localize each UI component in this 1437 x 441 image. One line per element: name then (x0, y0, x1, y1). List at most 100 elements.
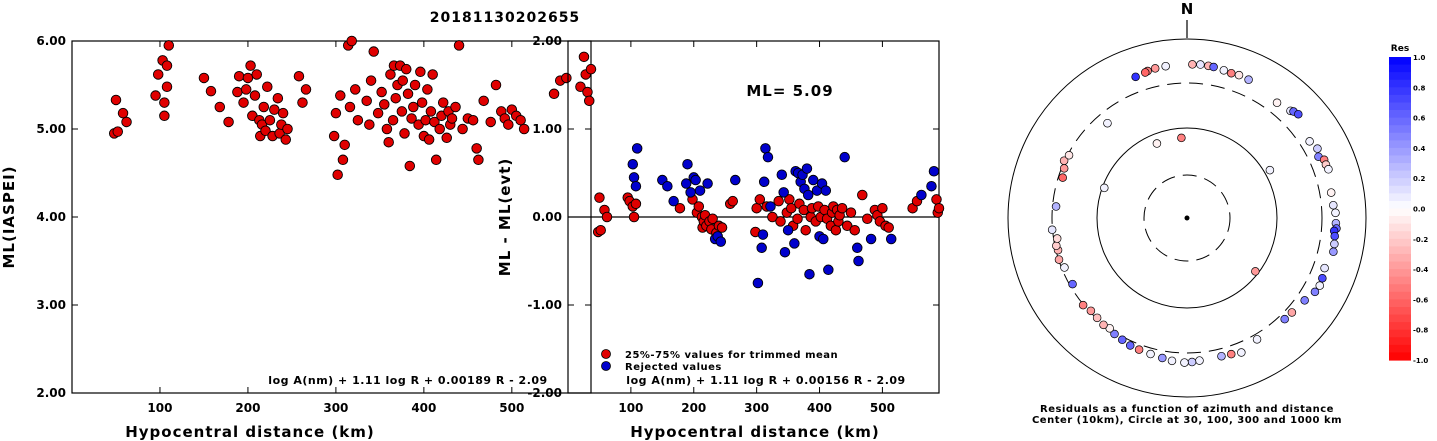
data-point (628, 211, 640, 223)
data-point (752, 277, 764, 289)
data-point (260, 125, 271, 137)
colorbar-cell (1389, 223, 1411, 232)
colorbar-cell (1389, 147, 1411, 157)
data-point (756, 242, 767, 254)
data-point (760, 143, 771, 154)
station-marker (1324, 165, 1333, 174)
data-point (561, 72, 572, 84)
station-marker (1059, 156, 1069, 165)
data-point (730, 174, 741, 186)
station-marker (1054, 255, 1064, 264)
station-marker (1313, 144, 1322, 153)
data-point (662, 180, 673, 192)
data-point (857, 189, 868, 201)
data-point (585, 63, 597, 75)
data-point (372, 107, 384, 119)
data-point (161, 60, 173, 71)
colorbar-cell (1389, 352, 1411, 361)
circle-1000km (1007, 38, 1367, 398)
data-point (402, 88, 414, 100)
data-point (262, 81, 273, 93)
data-point (368, 46, 379, 57)
station-marker (1326, 188, 1336, 197)
data-point (258, 101, 270, 113)
data-point (330, 107, 342, 119)
station-marker (1180, 358, 1189, 367)
station-marker (1244, 75, 1253, 84)
data-point (223, 116, 234, 128)
data-point (450, 101, 461, 113)
tick-group: 100 200 300 400 500 -2.00 -1.00 0.00 1.00 2.00 (527, 34, 939, 415)
data-point (471, 143, 482, 154)
data-point (350, 84, 361, 95)
data-point (767, 211, 778, 223)
station-marker (1103, 118, 1112, 128)
station-marker (1161, 61, 1170, 71)
y-tick-label: 4.00 (36, 210, 66, 224)
station-marker (1294, 109, 1303, 119)
y-tick-label: 3.00 (36, 298, 66, 312)
colorbar-cell (1389, 140, 1411, 149)
station-marker (1318, 274, 1327, 283)
station-marker (1330, 239, 1339, 249)
colorbar-tick-label: 0.8 (1413, 84, 1426, 92)
station-marker (1110, 329, 1119, 339)
formula: log A(nm) + 1.11 log R + 0.00156 R - 2.0… (626, 374, 905, 387)
y-tick-label: 6.00 (36, 34, 66, 48)
data-point (422, 84, 433, 95)
colorbar-tick-label: -0.6 (1413, 296, 1428, 304)
colorbar-cell (1389, 276, 1411, 285)
data-point (485, 116, 496, 128)
colorbar-cell (1389, 208, 1411, 217)
data-point (441, 132, 452, 144)
data-point (282, 123, 293, 135)
data-point (364, 119, 375, 130)
data-point (883, 222, 894, 233)
colorbar-cell (1389, 155, 1411, 164)
data-point (668, 195, 679, 207)
data-point (757, 229, 769, 240)
points (592, 143, 945, 289)
data-point (159, 110, 170, 122)
caption-line-1: Residuals as a function of azimuth and d… (1040, 404, 1334, 415)
colorbar-cell (1389, 64, 1411, 73)
station-marker (1187, 357, 1197, 367)
data-point (751, 202, 762, 214)
data-point (515, 114, 526, 126)
x-tick-label: 100 (147, 401, 172, 415)
data-point (245, 60, 256, 71)
station-marker (1150, 64, 1160, 73)
data-point (862, 213, 873, 225)
data-point (339, 139, 350, 151)
data-point (715, 236, 727, 247)
x-tick-label: 500 (870, 401, 895, 415)
data-point (346, 35, 357, 47)
data-point (152, 69, 164, 80)
data-point (928, 165, 940, 177)
data-point (361, 95, 372, 107)
data-point (232, 86, 243, 98)
station-marker (1219, 66, 1229, 75)
data-point (849, 224, 860, 236)
legend-marker-trimmed (601, 349, 611, 359)
x-tick-label: 300 (323, 401, 348, 415)
data-point (628, 172, 640, 183)
colorbar-cell (1389, 322, 1411, 331)
data-point (631, 143, 643, 154)
data-point (823, 264, 834, 276)
colorbar-ticks: 1.0 0.8 0.6 0.4 0.2 0.0 -0.2 -0.4 -0.6 -0.8 -1.0 (1413, 54, 1428, 365)
data-point (765, 201, 776, 212)
data-point (344, 101, 356, 113)
colorbar-cell (1389, 57, 1411, 66)
colorbar-tick-label: 1.0 (1413, 54, 1426, 62)
legend-label-trimmed: 25%-75% values for trimmed mean (625, 350, 838, 361)
station-marker (1320, 263, 1329, 273)
station-marker (1125, 341, 1135, 350)
station-marker (1310, 287, 1320, 297)
data-point (775, 216, 786, 227)
data-point (830, 224, 842, 236)
data-point (778, 187, 789, 198)
colorbar-cell (1389, 246, 1411, 255)
station-marker (1058, 173, 1067, 182)
colorbar-cell (1389, 238, 1411, 247)
